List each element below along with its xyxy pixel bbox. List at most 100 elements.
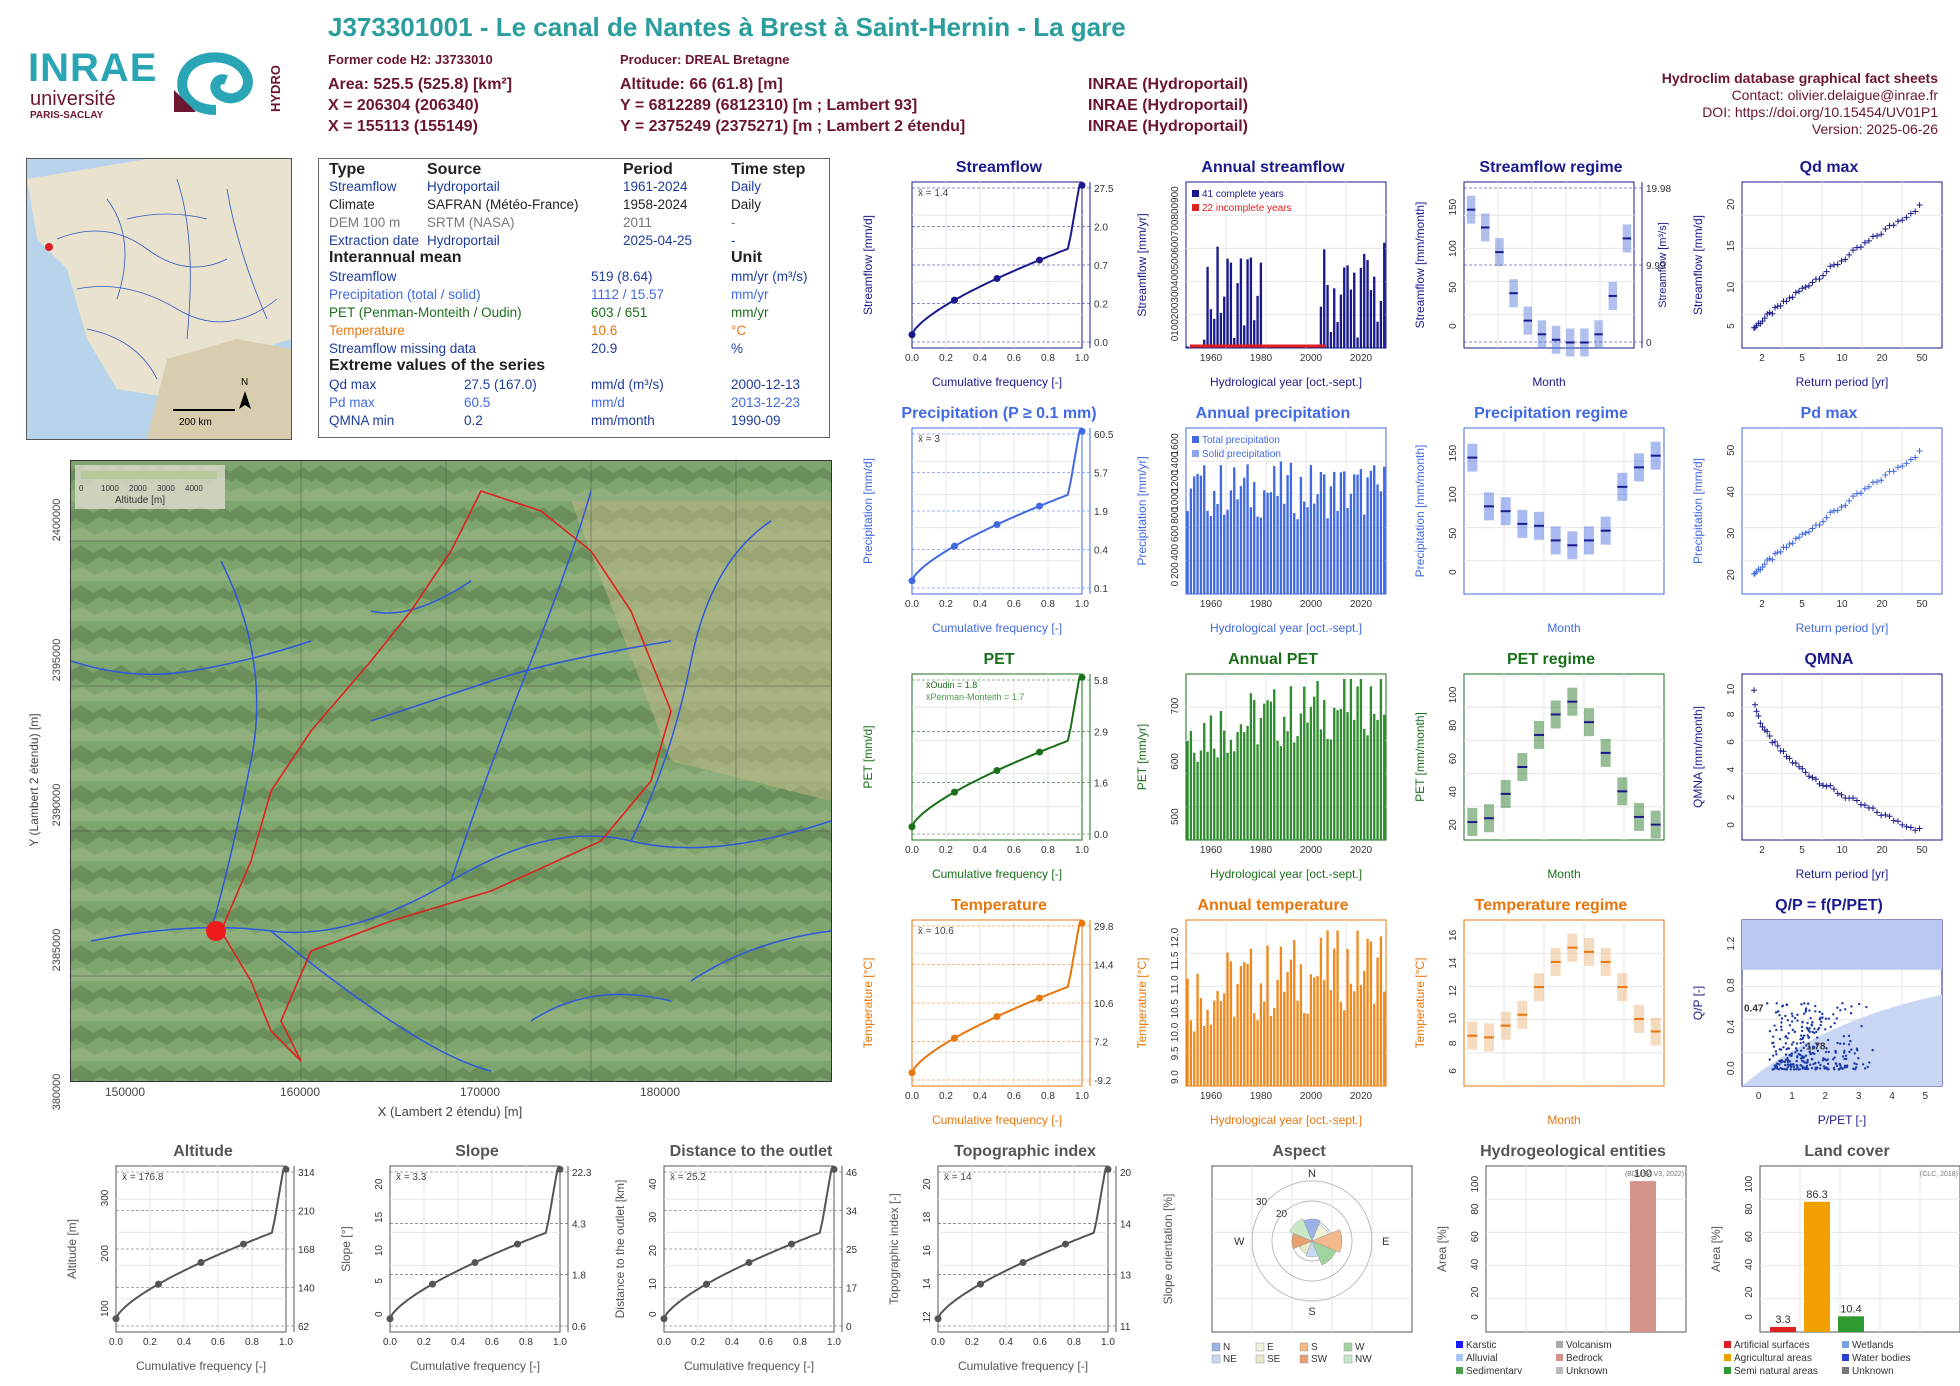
y-axis-label: PET [mm/d] <box>861 725 875 788</box>
x-axis-label: Hydrological year [oct.-sept.] <box>1210 867 1362 881</box>
chart-title: PET regime <box>1507 651 1595 668</box>
annual-bar <box>1213 748 1216 840</box>
annual-bar <box>1373 1003 1376 1086</box>
annual-bar <box>1353 991 1356 1086</box>
return-period-point <box>1890 222 1897 229</box>
daily-point <box>1812 1062 1815 1066</box>
legend-swatch <box>1724 1367 1731 1374</box>
row-source: SAFRAN (Météo-France) <box>427 197 579 212</box>
y-tick-label: 30 <box>648 1211 659 1223</box>
daily-point <box>1826 1038 1830 1042</box>
annual-bar <box>1206 510 1209 594</box>
daily-point <box>1855 1066 1858 1069</box>
right-axis-label: Streamflow [m³/s] <box>1657 222 1669 308</box>
bar-label: 10.4 <box>1840 1303 1861 1315</box>
daily-point <box>1821 1016 1824 1019</box>
quantile-point <box>155 1280 162 1288</box>
mean-label: Temperature <box>329 323 405 338</box>
return-period-point <box>1786 295 1793 302</box>
daily-point <box>1834 1051 1838 1054</box>
annual-bar <box>1369 941 1373 1086</box>
return-period-point <box>1771 738 1778 745</box>
annual-bar <box>1203 1026 1206 1086</box>
legend-swatch <box>1192 450 1199 457</box>
return-period-point <box>1853 490 1860 497</box>
annual-bar <box>1186 740 1189 840</box>
return-period-point <box>1838 791 1845 798</box>
y-axis-label: Q/P [-] <box>1691 986 1705 1020</box>
annual-bar <box>1256 295 1259 348</box>
x-tick-label: 0.0 <box>905 599 919 610</box>
y-tick-label: 100 <box>1170 319 1181 336</box>
return-period-point <box>1916 202 1923 209</box>
x-tick-label: 5 <box>1799 353 1805 364</box>
chart-topo: Topographic index Topographic index [-] Cu… <box>887 1143 1132 1373</box>
annual-bar <box>1279 461 1283 594</box>
return-period-point <box>1907 456 1914 463</box>
y-tick-label: 100 <box>100 1300 111 1317</box>
y-tick-label: 20 <box>1726 198 1737 210</box>
ring-label: 20 <box>1276 1209 1288 1220</box>
right-tick-label: 62 <box>298 1322 310 1333</box>
y-tick-label: 300 <box>100 1189 111 1206</box>
daily-point <box>1790 1043 1794 1046</box>
quantile-point <box>1019 1259 1027 1267</box>
right-tick-label: -9.2 <box>1094 1076 1112 1087</box>
annual-bar <box>1326 930 1329 1086</box>
annual-bar <box>1229 262 1233 348</box>
annual-bar <box>1366 938 1369 1086</box>
annual-bar <box>1356 686 1359 840</box>
daily-point <box>1805 1026 1809 1030</box>
daily-point <box>1813 1052 1816 1056</box>
legend-swatch <box>1343 1354 1353 1364</box>
legend-title: Altitude [m] <box>115 495 165 506</box>
y-tick-label: 0 <box>1448 323 1459 329</box>
return-period-point <box>1753 708 1760 715</box>
daily-point <box>1811 1030 1814 1034</box>
return-period-point <box>1842 502 1849 509</box>
daily-point <box>1808 1009 1811 1012</box>
daily-point <box>1782 1067 1786 1071</box>
daily-point <box>1848 1050 1851 1054</box>
mean-label: x̄ = 3 <box>918 434 940 445</box>
daily-point <box>1813 1031 1816 1035</box>
chart-annual_precip: Annual precipitation Precipitation [mm/yr… <box>1135 405 1387 635</box>
daily-point <box>1792 1065 1796 1069</box>
annual-bar <box>1346 265 1349 348</box>
x-axis-label: Cumulative frequency [-] <box>684 1359 814 1373</box>
y-tick-label: 8 <box>1726 711 1737 717</box>
annual-bar <box>1289 686 1293 840</box>
x-tick-label: 0.6 <box>759 1337 773 1348</box>
return-period-point <box>1820 518 1827 525</box>
daily-point <box>1838 1062 1841 1066</box>
daily-point <box>1833 1022 1836 1025</box>
plot-frame <box>911 673 1083 841</box>
daily-point <box>1799 1064 1802 1067</box>
return-period-point <box>1838 258 1845 265</box>
aspect-sector <box>1289 1218 1313 1242</box>
return-period-point <box>1903 460 1910 467</box>
source-3: INRAE (Hydroportail) <box>1088 118 1248 135</box>
annual-bar <box>1329 486 1333 594</box>
right-tick-label: 60.5 <box>1094 430 1114 441</box>
north-arrow-icon <box>239 391 251 409</box>
daily-point <box>1792 1041 1795 1044</box>
daily-point <box>1780 1028 1783 1032</box>
right-tick-label: 14.4 <box>1094 961 1114 972</box>
daily-point <box>1786 1019 1790 1022</box>
annual-bar <box>1219 711 1223 840</box>
chart-slope: Slope Slope [°] Cumulative frequency [-] 0 5… <box>339 1143 592 1373</box>
annual-bar <box>1233 1016 1236 1086</box>
mean-label: PET (Penman-Monteith / Oudin) <box>329 305 522 320</box>
annual-bar <box>1223 296 1226 348</box>
x-tick-label: 1980 <box>1250 845 1273 856</box>
return-period-point <box>1777 747 1784 754</box>
return-period-point <box>1771 304 1778 311</box>
x-lambert93: X = 206304 (206340) <box>328 97 479 114</box>
x-tick-label: 1960 <box>1200 1091 1223 1102</box>
annual-bar <box>1219 465 1223 594</box>
y-tick-label: 40 <box>1470 1258 1481 1270</box>
daily-point <box>1780 1017 1784 1020</box>
annual-bar <box>1336 510 1339 594</box>
chart-annual_streamflow: Annual streamflow Streamflow [mm/yr] Hydro… <box>1135 159 1387 389</box>
